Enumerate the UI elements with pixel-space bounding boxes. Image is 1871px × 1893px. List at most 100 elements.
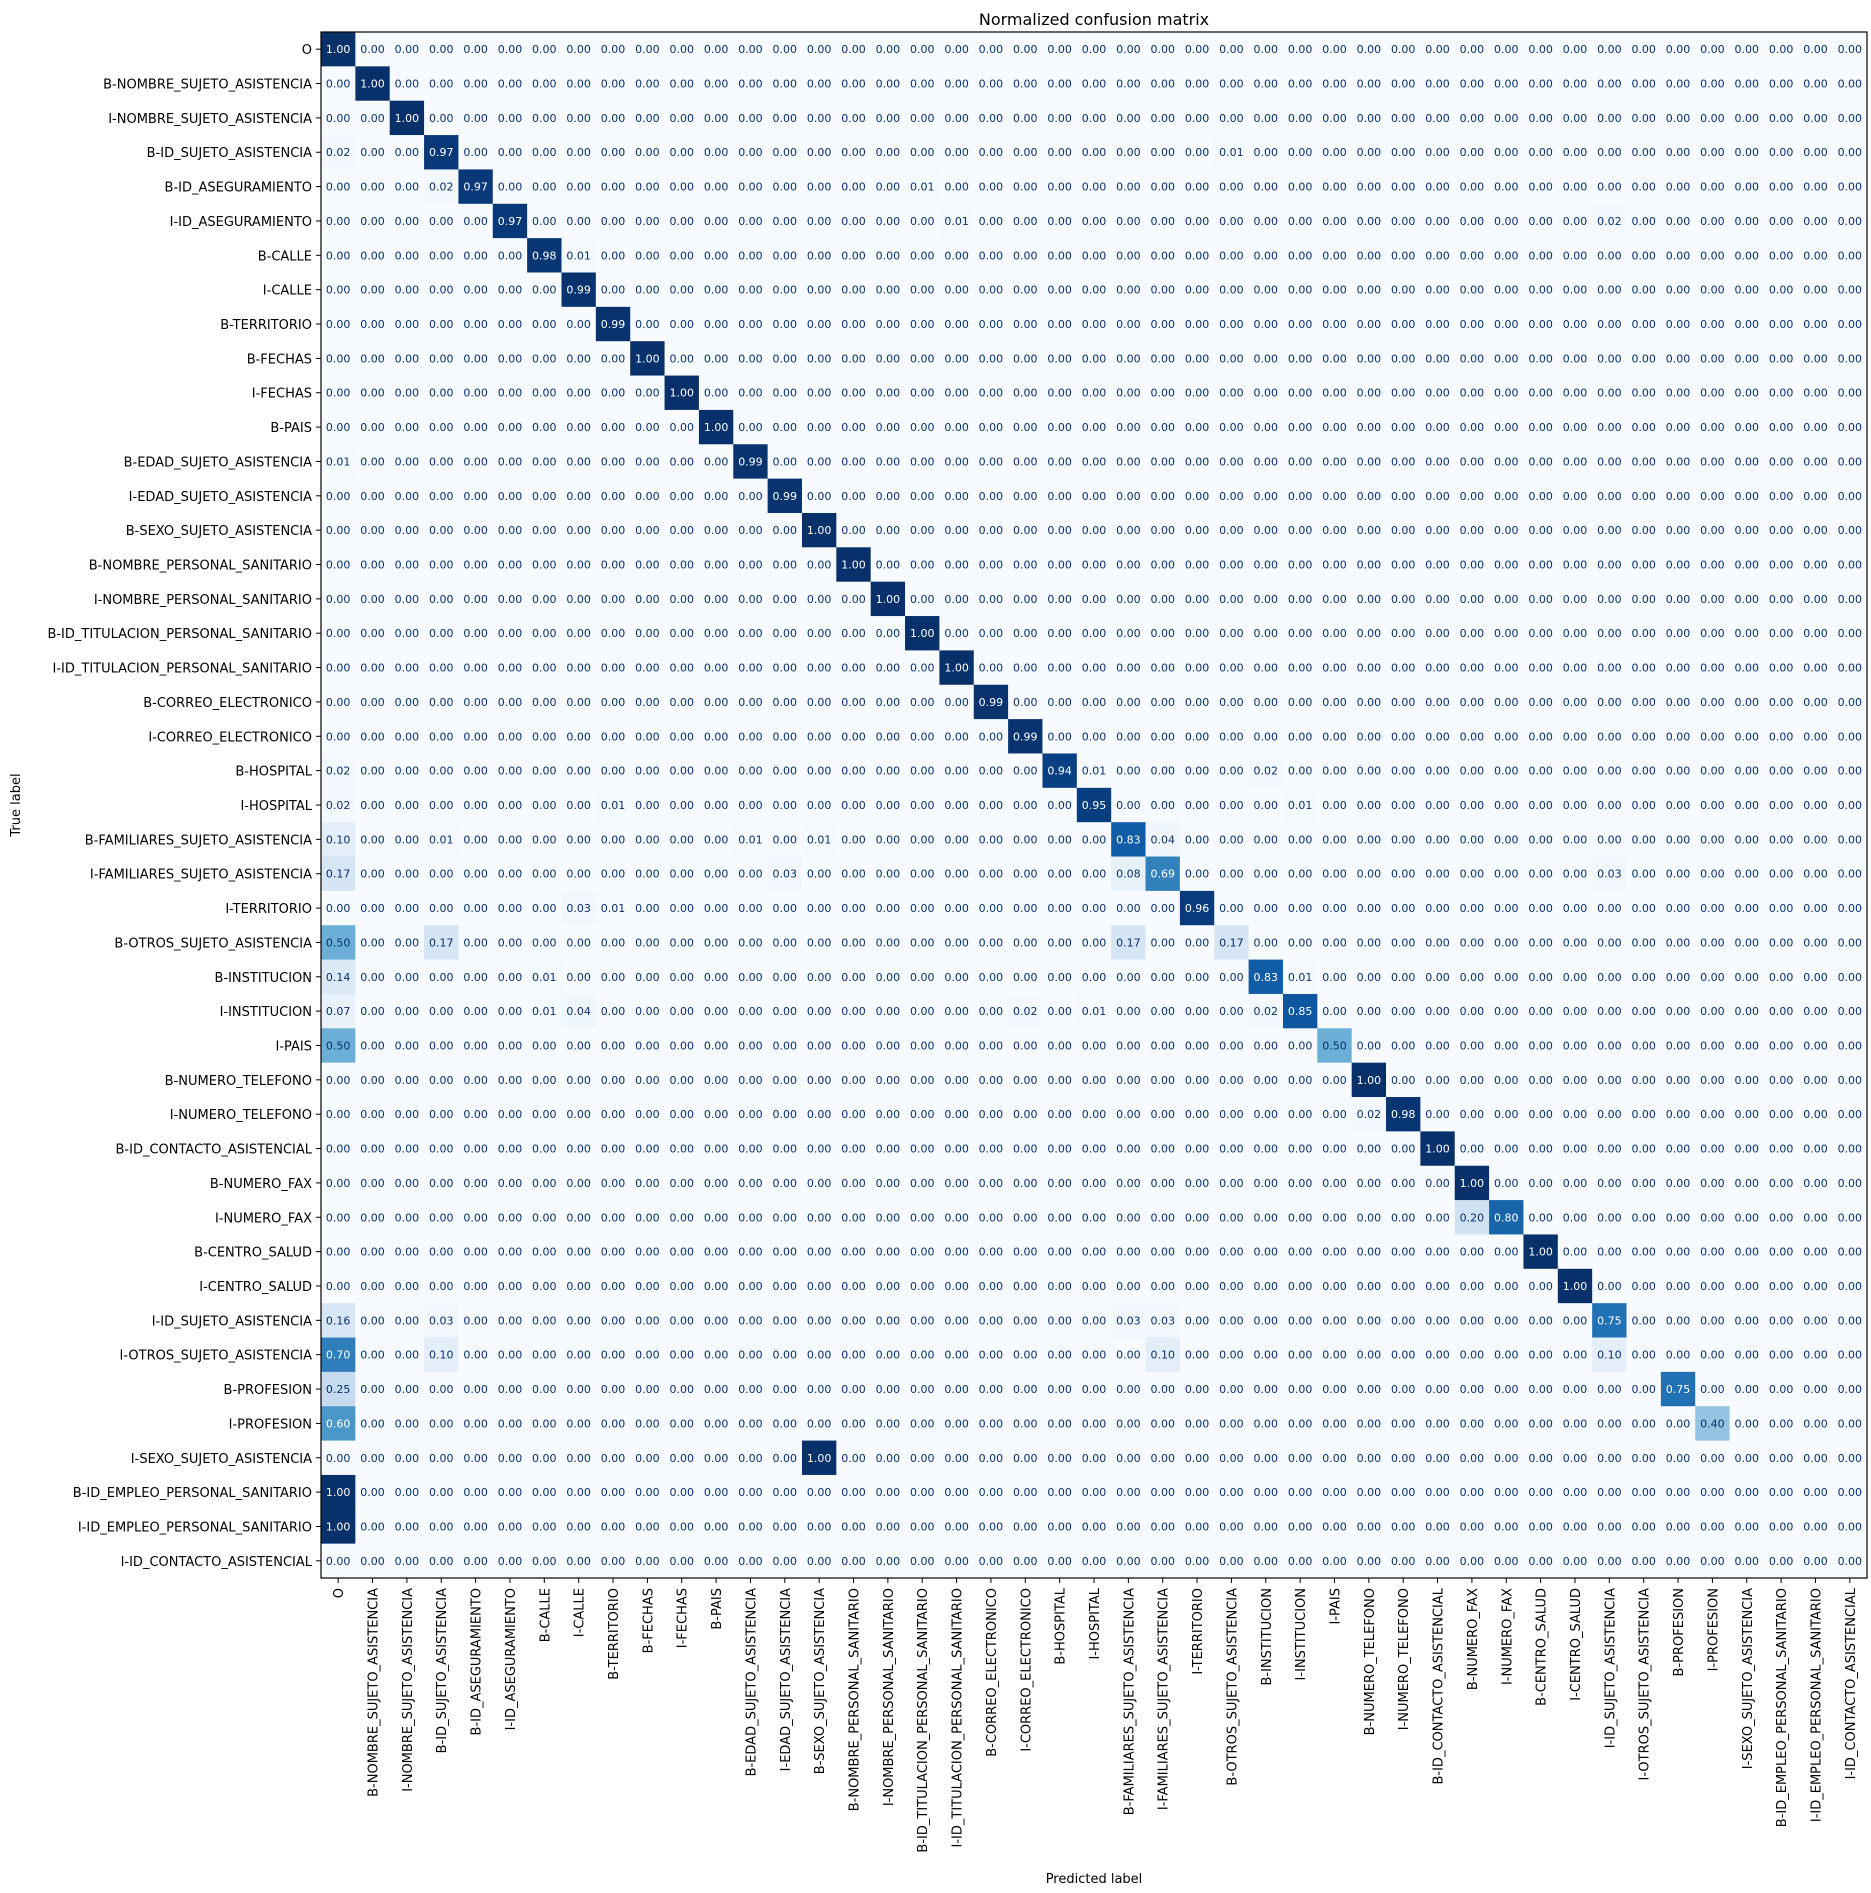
heatmap-cell bbox=[595, 375, 631, 411]
heatmap-cell bbox=[1523, 135, 1559, 170]
heatmap-cell bbox=[1179, 375, 1215, 411]
cell-value-label: 0.00 bbox=[1425, 43, 1450, 56]
heatmap-cell bbox=[973, 444, 1009, 480]
cell-value-label: 0.00 bbox=[669, 215, 694, 228]
heatmap-cell bbox=[664, 32, 700, 67]
cell-value-label: 0.00 bbox=[979, 799, 1004, 812]
heatmap-cell bbox=[801, 409, 837, 445]
cell-value-label: 0.00 bbox=[944, 833, 969, 846]
cell-value-label: 0.00 bbox=[1666, 43, 1691, 56]
cell-value-label: 0.00 bbox=[773, 1314, 798, 1327]
cell-value-label: 0.00 bbox=[979, 1143, 1004, 1156]
cell-value-label: 0.00 bbox=[395, 1452, 420, 1465]
cell-value-label: 0.00 bbox=[463, 936, 488, 949]
cell-value-label: 0.00 bbox=[1460, 181, 1485, 194]
cell-value-label: 0.00 bbox=[1288, 936, 1313, 949]
cell-value-label: 0.00 bbox=[1838, 1108, 1863, 1121]
cell-value-label: 0.00 bbox=[1563, 1074, 1588, 1087]
cell-value-label: 0.00 bbox=[532, 1486, 557, 1499]
x-tick-label: I-OTROS_SUJETO_ASISTENCIA bbox=[1638, 1588, 1653, 1781]
cell-value-label: 0.95 bbox=[1082, 799, 1107, 812]
cell-value-label: 0.00 bbox=[532, 1555, 557, 1568]
heatmap-cell bbox=[458, 409, 494, 445]
x-tick-label: B-ID_TITULACION_PERSONAL_SANITARIO bbox=[916, 1588, 931, 1853]
cell-value-label: 0.17 bbox=[429, 936, 454, 949]
cell-value-label: 0.00 bbox=[1597, 1005, 1622, 1018]
cell-value-label: 0.00 bbox=[532, 1074, 557, 1087]
heatmap-cell bbox=[1111, 169, 1146, 205]
cell-value-label: 0.00 bbox=[876, 696, 901, 709]
cell-value-label: 0.00 bbox=[1460, 43, 1485, 56]
cell-value-label: 0.00 bbox=[1425, 902, 1450, 915]
cell-value-label: 0.00 bbox=[1735, 730, 1760, 743]
heatmap-cell bbox=[1248, 272, 1284, 308]
cell-value-label: 0.00 bbox=[326, 593, 351, 606]
cell-value-label: 0.00 bbox=[635, 593, 660, 606]
cell-value-label: 0.00 bbox=[566, 799, 591, 812]
cell-value-label: 0.00 bbox=[1666, 627, 1691, 640]
cell-value-label: 0.00 bbox=[1391, 387, 1416, 400]
cell-value-label: 0.00 bbox=[1666, 1005, 1691, 1018]
cell-value-label: 0.00 bbox=[1700, 902, 1725, 915]
cell-value-label: 0.00 bbox=[1769, 1349, 1794, 1362]
cell-value-label: 0.00 bbox=[1288, 1314, 1313, 1327]
cell-value-label: 0.00 bbox=[1357, 387, 1382, 400]
cell-value-label: 0.00 bbox=[1425, 1349, 1450, 1362]
heatmap-cell bbox=[1179, 512, 1215, 548]
cell-value-label: 0.00 bbox=[1563, 455, 1588, 468]
cell-value-label: 0.00 bbox=[1563, 971, 1588, 984]
cell-value-label: 0.00 bbox=[1803, 215, 1828, 228]
heatmap-cell bbox=[1695, 32, 1730, 67]
y-tick-label: B-OTROS_SUJETO_ASISTENCIA bbox=[114, 936, 312, 951]
cell-value-label: 0.00 bbox=[635, 1074, 660, 1087]
cell-value-label: 0.00 bbox=[910, 1520, 935, 1533]
cell-value-label: 0.00 bbox=[635, 249, 660, 262]
cell-value-label: 0.00 bbox=[944, 352, 969, 365]
cell-value-label: 0.00 bbox=[1047, 1383, 1072, 1396]
cell-value-label: 0.00 bbox=[979, 1349, 1004, 1362]
cell-value-label: 0.00 bbox=[979, 1246, 1004, 1259]
cell-value-label: 0.00 bbox=[1357, 1486, 1382, 1499]
cell-value-label: 0.00 bbox=[738, 249, 763, 262]
cell-value-label: 0.00 bbox=[395, 1005, 420, 1018]
cell-value-label: 0.00 bbox=[979, 490, 1004, 503]
cell-value-label: 0.00 bbox=[1528, 662, 1553, 675]
y-tick-label: I-NUMERO_TELEFONO bbox=[170, 1108, 312, 1123]
heatmap-cell bbox=[1695, 135, 1730, 170]
cell-value-label: 0.00 bbox=[1391, 1005, 1416, 1018]
cell-value-label: 0.00 bbox=[876, 662, 901, 675]
cell-value-label: 0.00 bbox=[1391, 490, 1416, 503]
heatmap-cell bbox=[1317, 66, 1353, 102]
heatmap-cell bbox=[1008, 478, 1043, 514]
heatmap-cell bbox=[1626, 135, 1662, 170]
cell-value-label: 0.00 bbox=[1425, 146, 1450, 159]
cell-value-label: 0.00 bbox=[1735, 249, 1760, 262]
cell-value-label: 0.00 bbox=[1460, 1555, 1485, 1568]
heatmap-cell bbox=[767, 238, 803, 273]
cell-value-label: 0.00 bbox=[326, 559, 351, 572]
cell-value-label: 0.00 bbox=[1700, 936, 1725, 949]
cell-value-label: 0.00 bbox=[463, 146, 488, 159]
cell-value-label: 0.00 bbox=[360, 146, 385, 159]
heatmap-cell bbox=[939, 444, 975, 480]
cell-value-label: 0.00 bbox=[1082, 1417, 1107, 1430]
cell-value-label: 0.00 bbox=[1254, 1486, 1279, 1499]
cell-value-label: 0.00 bbox=[1803, 1520, 1828, 1533]
x-tick-label: I-ID_CONTACTO_ASISTENCIAL bbox=[1844, 1587, 1859, 1779]
cell-value-label: 0.00 bbox=[979, 1383, 1004, 1396]
heatmap-cell bbox=[595, 66, 631, 102]
heatmap-cell bbox=[836, 409, 872, 445]
cell-value-label: 0.00 bbox=[1803, 627, 1828, 640]
cell-value-label: 0.00 bbox=[1494, 524, 1519, 537]
cell-value-label: 0.00 bbox=[429, 1108, 454, 1121]
cell-value-label: 0.01 bbox=[326, 455, 351, 468]
cell-value-label: 0.00 bbox=[1838, 662, 1863, 675]
heatmap-cell bbox=[905, 547, 940, 583]
cell-value-label: 0.00 bbox=[1150, 1177, 1175, 1190]
cell-value-label: 0.00 bbox=[1013, 112, 1038, 125]
cell-value-label: 0.00 bbox=[669, 318, 694, 331]
cell-value-label: 0.00 bbox=[1185, 490, 1210, 503]
cell-value-label: 0.00 bbox=[669, 490, 694, 503]
cell-value-label: 0.00 bbox=[498, 833, 523, 846]
heatmap-cell bbox=[1489, 203, 1524, 239]
